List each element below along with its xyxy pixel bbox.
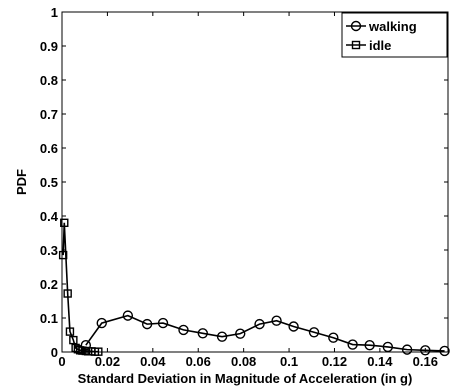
data-point-walking: [364, 340, 375, 351]
data-point-walking: [157, 317, 169, 329]
legend-marker-shape: [351, 40, 361, 50]
data-point-walking: [288, 321, 299, 332]
x-tick-label: 0.1: [280, 354, 298, 369]
x-axis-label: Standard Deviation in Magnitude of Accel…: [78, 371, 413, 386]
data-point-walking: [216, 331, 228, 342]
x-tick-label: 0.16: [413, 354, 438, 369]
legend-box: [341, 12, 448, 58]
series-walking: [80, 310, 450, 357]
data-point-idle: [58, 250, 68, 260]
x-tick-label: 0.06: [186, 354, 211, 369]
y-tick-label: 0.2: [40, 277, 58, 292]
data-point-walking: [328, 332, 339, 343]
x-tick-label: 0.02: [95, 354, 120, 369]
data-point-idle: [63, 289, 72, 298]
y-tick-label: 0.1: [40, 311, 58, 326]
plot-layer: [58, 218, 450, 357]
x-tick-label: 0.14: [367, 354, 393, 369]
y-tick-label: 1: [51, 5, 58, 20]
data-point-walking: [401, 344, 413, 355]
series-line-walking: [85, 314, 445, 352]
data-point-idle: [73, 345, 83, 354]
series-idle: [58, 218, 103, 356]
y-axis-label: PDF: [14, 169, 29, 195]
x-tick-label: 0.08: [231, 354, 256, 369]
data-point-walking: [347, 339, 358, 350]
data-point-walking: [382, 341, 394, 353]
y-tick-label: 0.8: [40, 73, 58, 88]
data-point-walking: [197, 328, 208, 339]
legend-entry-idle: idle: [346, 38, 391, 53]
legend-marker-walking: [350, 20, 362, 32]
y-tick-label: 0.6: [40, 141, 58, 156]
legend-marker-idle: [351, 40, 361, 50]
data-point-walking: [141, 318, 153, 330]
data-point-walking: [271, 315, 282, 326]
x-tick-label: 0.04: [140, 354, 166, 369]
x-tick-label: 0: [58, 354, 65, 369]
data-point-walking: [254, 318, 265, 330]
data-point-walking: [420, 345, 431, 356]
y-tick-label: 0.7: [40, 107, 58, 122]
legend-marker-shape: [350, 20, 362, 32]
legend: walking idle: [341, 12, 448, 58]
data-point-idle: [69, 335, 78, 345]
plot-frame: [61, 11, 449, 353]
legend-label-walking: walking: [368, 19, 417, 34]
data-point-walking: [439, 345, 450, 357]
data-point-idle: [60, 218, 69, 228]
data-point-walking: [178, 324, 189, 336]
y-tick-label: 0.5: [40, 175, 58, 190]
legend-entry-walking: walking: [346, 19, 417, 34]
y-tick-label: 0.3: [40, 243, 58, 258]
ticks-layer: 0 0.02 0.04 0.06 0.08 0.1 0.12 0.14 0.16 0 0.1 0.2 0…: [40, 5, 448, 369]
data-point-walking: [122, 310, 134, 321]
data-point-walking: [235, 328, 246, 339]
y-tick-label: 0.9: [40, 39, 58, 54]
data-point-idle: [65, 327, 75, 336]
data-point-walking: [96, 317, 107, 329]
axes-layer: [61, 11, 449, 353]
labels-layer: Standard Deviation in Magnitude of Accel…: [14, 169, 412, 386]
x-tick-label: 0.12: [322, 354, 347, 369]
y-tick-label: 0: [51, 345, 58, 360]
data-point-walking: [308, 327, 320, 338]
y-tick-label: 0.4: [40, 209, 59, 224]
series-line-idle: [62, 222, 99, 353]
legend-label-idle: idle: [369, 38, 391, 53]
